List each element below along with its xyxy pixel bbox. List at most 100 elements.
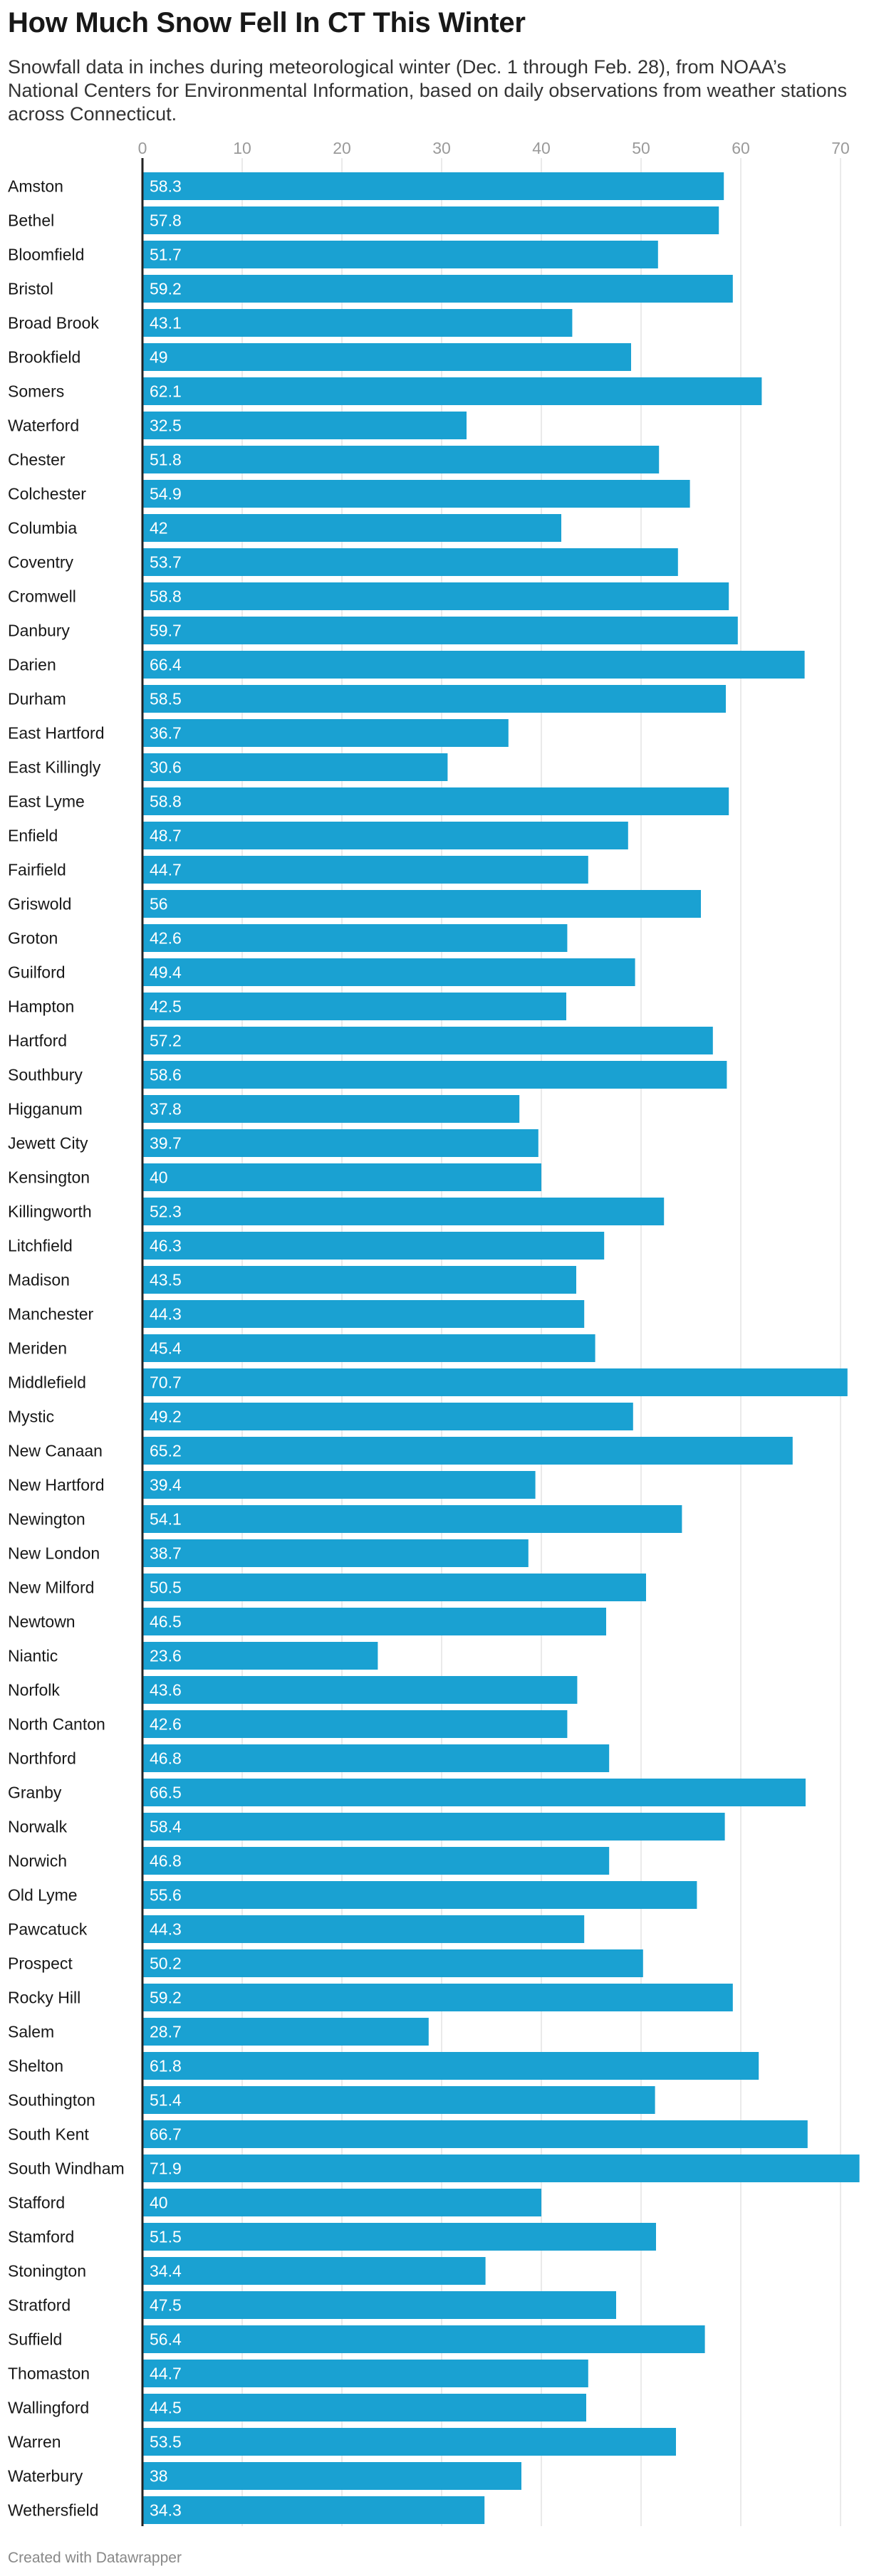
bar — [142, 275, 733, 303]
bar-value-label: 46.8 — [150, 1749, 182, 1768]
bar-value-label: 42.6 — [150, 929, 182, 948]
category-label: Guilford — [8, 963, 66, 982]
category-label: Griswold — [8, 895, 71, 913]
bar-value-label: 52.3 — [150, 1203, 182, 1221]
bar — [142, 1813, 725, 1841]
bar — [142, 1403, 633, 1430]
bar-value-label: 51.8 — [150, 451, 182, 469]
category-label: East Lyme — [8, 792, 85, 811]
category-label: Hampton — [8, 998, 74, 1016]
category-label: Brookfield — [8, 348, 80, 367]
category-label: Rocky Hill — [8, 1989, 80, 2007]
bar — [142, 514, 561, 542]
x-tick-label: 40 — [532, 139, 551, 157]
category-label: Waterbury — [8, 2467, 83, 2486]
bar-value-label: 66.5 — [150, 1784, 182, 1802]
bar-value-label: 47.5 — [150, 2296, 182, 2315]
bar — [142, 2428, 676, 2456]
bar — [142, 1368, 848, 1396]
bar — [142, 548, 678, 576]
bar — [142, 1471, 536, 1499]
bar — [142, 582, 729, 610]
category-label: Norwich — [8, 1852, 67, 1870]
bar — [142, 924, 568, 952]
category-label: Suffield — [8, 2330, 62, 2349]
bar-value-label: 30.6 — [150, 758, 182, 777]
category-label: Meriden — [8, 1339, 67, 1358]
category-label: Amston — [8, 177, 63, 196]
bar-value-label: 58.8 — [150, 792, 182, 811]
category-label: Fairfield — [8, 861, 66, 879]
bar-value-label: 46.5 — [150, 1613, 182, 1631]
x-tick-label: 60 — [732, 139, 750, 157]
bar-value-label: 42 — [150, 519, 168, 538]
category-label: Columbia — [8, 519, 77, 538]
x-tick-label: 20 — [333, 139, 351, 157]
bar-value-label: 38 — [150, 2467, 168, 2486]
x-tick-label: 30 — [432, 139, 451, 157]
category-label: Southbury — [8, 1066, 83, 1084]
bar — [142, 2394, 586, 2421]
bar-value-label: 55.6 — [150, 1886, 182, 1905]
bar-value-label: 53.5 — [150, 2433, 182, 2451]
bar-value-label: 56.4 — [150, 2330, 182, 2349]
bar-value-label: 54.1 — [150, 1510, 182, 1529]
bar — [142, 446, 660, 473]
bar — [142, 890, 701, 918]
category-label: Prospect — [8, 1954, 73, 1973]
bar-value-label: 65.2 — [150, 1442, 182, 1460]
bar — [142, 1232, 605, 1260]
category-label: Stonington — [8, 2262, 86, 2281]
bar-value-label: 57.8 — [150, 211, 182, 230]
bar-value-label: 46.8 — [150, 1852, 182, 1870]
bar-value-label: 51.4 — [150, 2091, 182, 2110]
bar-value-label: 39.7 — [150, 1134, 182, 1153]
bar-value-label: 50.2 — [150, 1954, 182, 1973]
category-label: Southington — [8, 2091, 95, 2110]
bar-value-label: 40 — [150, 2194, 168, 2212]
category-label: Bethel — [8, 211, 54, 230]
category-label: Stafford — [8, 2194, 65, 2212]
category-label: Killingworth — [8, 1203, 92, 1221]
category-label: Jewett City — [8, 1134, 88, 1153]
category-label: East Hartford — [8, 724, 105, 743]
bar-value-label: 43.1 — [150, 314, 182, 333]
bar — [142, 1744, 610, 1772]
bar — [142, 2257, 486, 2285]
bar — [142, 822, 628, 849]
category-label: Bristol — [8, 280, 53, 298]
bar — [142, 2018, 429, 2046]
bar-value-label: 45.4 — [150, 1339, 182, 1358]
category-label: Coventry — [8, 553, 74, 572]
bar-value-label: 46.3 — [150, 1237, 182, 1255]
x-tick-label: 50 — [632, 139, 650, 157]
category-label: South Windham — [8, 2159, 125, 2178]
category-label: South Kent — [8, 2125, 89, 2144]
bar — [142, 343, 631, 371]
bar-value-label: 34.3 — [150, 2501, 182, 2520]
category-label: Groton — [8, 929, 58, 948]
category-label: Pawcatuck — [8, 1920, 88, 1939]
bar-value-label: 44.5 — [150, 2399, 182, 2417]
bar-value-label: 42.5 — [150, 998, 182, 1016]
bar-value-label: 62.1 — [150, 382, 182, 401]
bar — [142, 1608, 606, 1635]
bar-value-label: 49.4 — [150, 963, 182, 982]
bar — [142, 1539, 529, 1567]
bar — [142, 1198, 665, 1225]
chart-subtitle: Snowfall data in inches during meteorolo… — [8, 56, 848, 125]
category-label: Manchester — [8, 1305, 94, 1324]
bar-value-label: 58.5 — [150, 690, 182, 708]
bar — [142, 2223, 656, 2251]
category-label: Hartford — [8, 1032, 67, 1050]
bar — [142, 480, 690, 508]
bar — [142, 1710, 568, 1738]
bar — [142, 617, 738, 644]
bar-value-label: 57.2 — [150, 1032, 182, 1050]
category-label: Salem — [8, 2023, 54, 2041]
footer-credit[interactable]: Created with Datawrapper — [8, 2550, 182, 2566]
category-label: Higganum — [8, 1100, 83, 1119]
bar — [142, 1881, 697, 1909]
category-label: Wallingford — [8, 2399, 89, 2417]
bar — [142, 2086, 655, 2114]
